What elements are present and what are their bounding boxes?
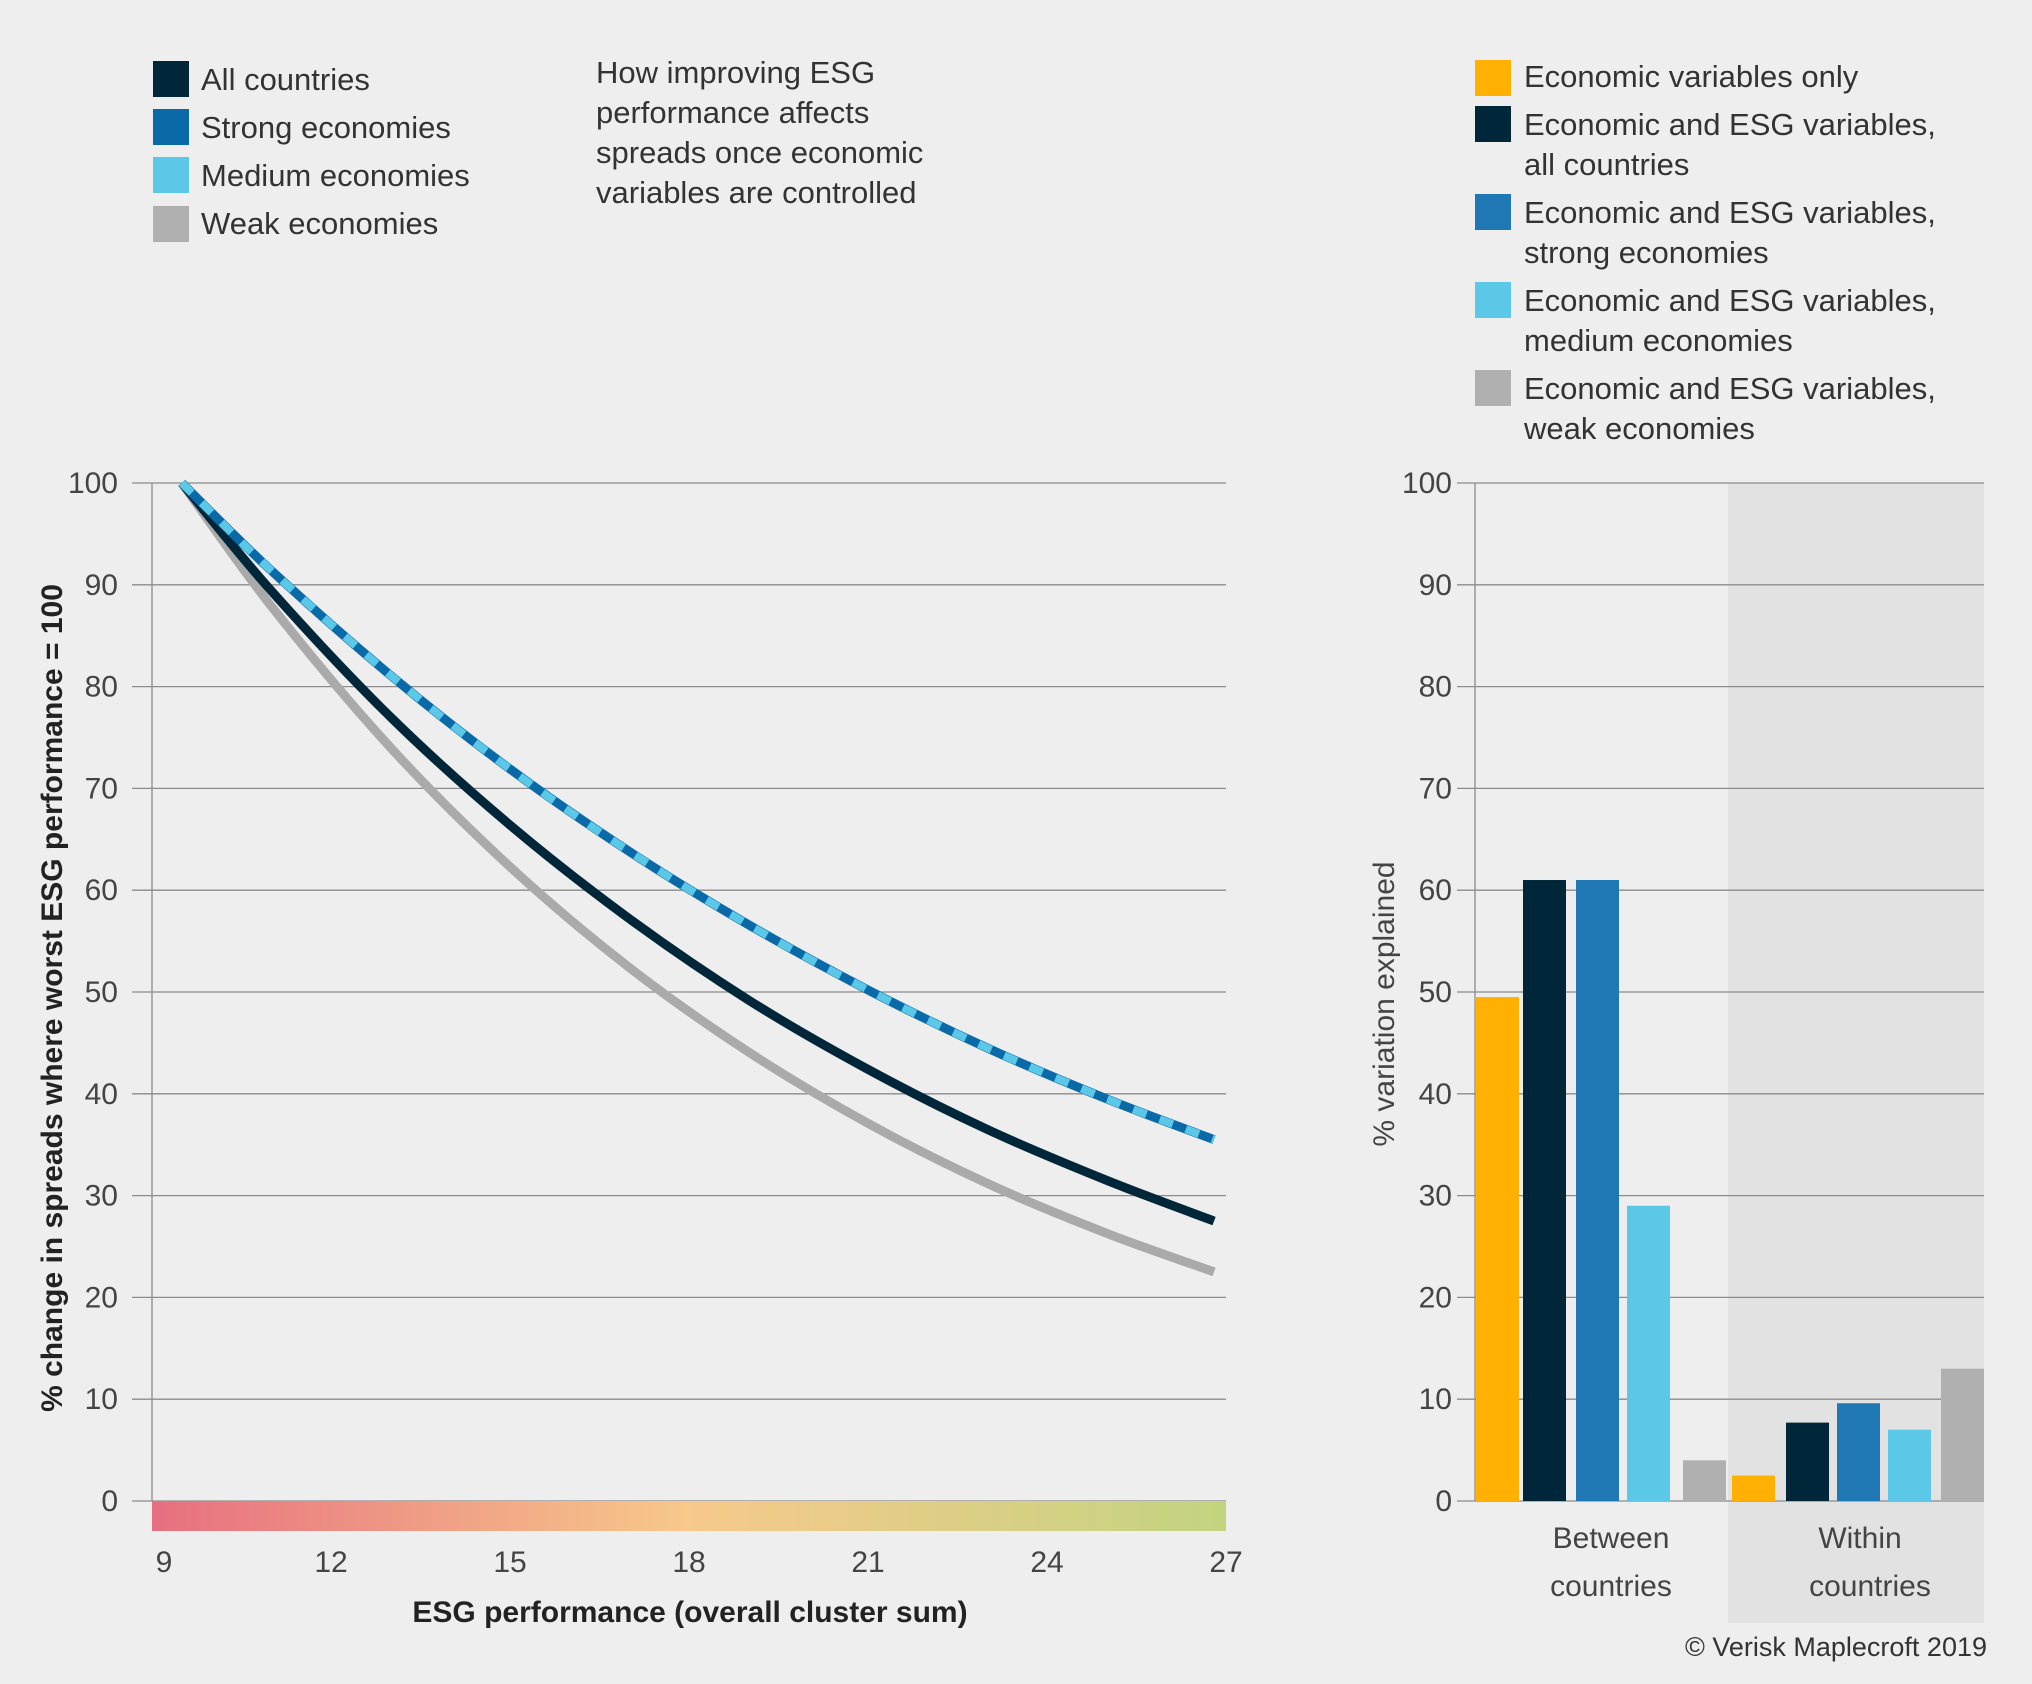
y-tick-label: 70 — [1419, 772, 1452, 805]
y-tick-label: 60 — [85, 874, 118, 907]
legend-item-esg-medium: Economic and ESG variables, medium econo… — [1475, 282, 1936, 358]
series-line-all-countries — [178, 480, 1216, 1226]
left-legend: All countries Strong economies Medium ec… — [153, 61, 470, 242]
x-tick-label: 27 — [1209, 1546, 1242, 1579]
copyright: © Verisk Maplecroft 2019 — [1685, 1632, 1987, 1662]
bar-between-1 — [1523, 880, 1566, 1501]
bar-within-4 — [1941, 1368, 1984, 1501]
legend-swatch — [153, 109, 189, 145]
line-x-axis-title: ESG performance (overall cluster sum) — [412, 1596, 967, 1629]
y-tick-label: 20 — [1419, 1281, 1452, 1314]
subtitle-line: How improving ESG — [596, 55, 875, 90]
y-tick-label: 90 — [1419, 569, 1452, 602]
legend-swatch — [1475, 370, 1511, 406]
bar-y-axis-title: % variation explained — [1368, 861, 1401, 1146]
bar-within-3 — [1888, 1429, 1931, 1501]
y-tick-label: 60 — [1419, 874, 1452, 907]
legend-swatch — [153, 157, 189, 193]
bar-category-labels: Between countries Within countries — [1550, 1522, 1931, 1603]
legend-label: weak economies — [1523, 411, 1755, 446]
x-tick-label: 18 — [672, 1546, 705, 1579]
legend-label: Weak economies — [201, 206, 438, 241]
bar-within-1 — [1786, 1422, 1829, 1501]
legend-label: medium economies — [1524, 323, 1793, 358]
y-tick-label: 80 — [85, 671, 118, 704]
y-tick-label: 30 — [85, 1180, 118, 1213]
bar-between-4 — [1683, 1460, 1726, 1501]
legend-swatch — [1475, 282, 1511, 318]
y-tick-label: 0 — [1435, 1485, 1452, 1518]
subtitle-line: variables are controlled — [596, 175, 917, 210]
legend-label: Economic and ESG variables, — [1524, 107, 1936, 142]
category-label-between: countries — [1550, 1570, 1672, 1603]
y-tick-label: 70 — [85, 772, 118, 805]
category-label-between: Between — [1553, 1522, 1670, 1555]
category-label-within: Within — [1818, 1522, 1901, 1555]
legend-label: all countries — [1524, 147, 1689, 182]
legend-swatch — [153, 61, 189, 97]
bar-within-2 — [1837, 1403, 1880, 1501]
line-y-axis-title: % change in spreads where worst ESG perf… — [36, 584, 69, 1412]
x-tick-labels: 9 12 15 18 21 24 27 — [156, 1546, 1243, 1579]
legend-item-all-countries: All countries — [153, 61, 370, 97]
y-tick-label: 0 — [101, 1485, 118, 1518]
x-tick-label: 9 — [156, 1546, 173, 1579]
legend-label: Economic and ESG variables, — [1524, 371, 1936, 406]
y-tick-label: 40 — [85, 1078, 118, 1111]
y-tick-label: 10 — [1419, 1383, 1452, 1416]
legend-label: Strong economies — [201, 110, 451, 145]
line-series — [178, 479, 1216, 1277]
legend-swatch — [1475, 194, 1511, 230]
x-tick-label: 12 — [314, 1546, 347, 1579]
legend-swatch — [1475, 106, 1511, 142]
legend-item-esg-weak: Economic and ESG variables, weak economi… — [1475, 370, 1936, 446]
subtitle-line: spreads once economic — [596, 135, 923, 170]
legend-swatch — [153, 206, 189, 242]
y-tick-label: 20 — [85, 1281, 118, 1314]
chart-subtitle: How improving ESG performance affects sp… — [596, 55, 923, 210]
y-tick-label: 80 — [1419, 671, 1452, 704]
legend-label: Economic variables only — [1524, 59, 1859, 94]
category-label-within: countries — [1809, 1570, 1931, 1603]
series-line-weak-economies — [178, 480, 1216, 1277]
legend-item-economic-only: Economic variables only — [1475, 59, 1859, 96]
legend-label: All countries — [201, 62, 370, 97]
x-tick-label: 24 — [1030, 1546, 1063, 1579]
y-tick-label: 90 — [85, 569, 118, 602]
series-line-medium-economies — [179, 480, 1216, 1144]
subtitle-line: performance affects — [596, 95, 869, 130]
legend-item-esg-strong: Economic and ESG variables, strong econo… — [1475, 194, 1936, 270]
bar-series — [1476, 880, 1984, 1501]
esg-color-scale-bar — [152, 1501, 1226, 1531]
y-tick-label: 100 — [1402, 467, 1452, 500]
y-tick-label: 50 — [1419, 976, 1452, 1009]
bar-between-2 — [1576, 880, 1619, 1501]
right-legend: Economic variables only Economic and ESG… — [1475, 59, 1936, 446]
y-tick-label: 30 — [1419, 1180, 1452, 1213]
legend-item-strong-economies: Strong economies — [153, 109, 451, 145]
bar-between-3 — [1627, 1205, 1670, 1501]
legend-item-esg-all: Economic and ESG variables, all countrie… — [1475, 106, 1936, 182]
bar-within-0 — [1732, 1475, 1775, 1501]
legend-label: Economic and ESG variables, — [1524, 195, 1936, 230]
y-tick-label: 40 — [1419, 1078, 1452, 1111]
legend-label: Medium economies — [201, 158, 470, 193]
y-tick-label: 50 — [85, 976, 118, 1009]
legend-item-weak-economies: Weak economies — [153, 206, 438, 242]
legend-label: strong economies — [1524, 235, 1769, 270]
legend-item-medium-economies: Medium economies — [153, 157, 470, 193]
bar-between-0 — [1476, 997, 1519, 1501]
y-tick-label: 100 — [68, 467, 118, 500]
x-tick-label: 21 — [851, 1546, 884, 1579]
y-tick-label: 10 — [85, 1383, 118, 1416]
x-tick-label: 15 — [493, 1546, 526, 1579]
legend-label: Economic and ESG variables, — [1524, 283, 1936, 318]
legend-swatch — [1475, 60, 1511, 96]
